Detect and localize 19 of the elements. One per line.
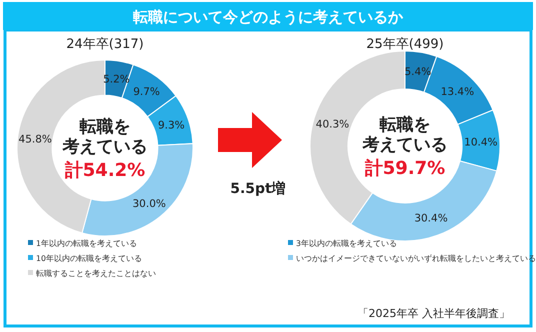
data-label: 30.0% — [132, 198, 166, 210]
data-label: 45.8% — [18, 134, 52, 146]
data-label: 40.3% — [316, 118, 350, 130]
chart-title: 転職について今どのように考えているか — [133, 8, 404, 26]
data-label: 13.4% — [440, 86, 474, 98]
text: 転職を — [378, 115, 430, 135]
text: 考えている — [362, 135, 448, 155]
text: 考えている — [62, 137, 148, 157]
text: 5.5pt増 — [230, 180, 286, 197]
data-label: 10.4% — [464, 136, 498, 148]
data-label: 9.3% — [158, 119, 185, 132]
chart-subtitle: 24年卒(317) — [66, 37, 144, 52]
text: 計54.2% — [64, 160, 146, 181]
data-label: 9.7% — [133, 86, 160, 98]
text: 転職を — [78, 117, 130, 137]
chart-subtitle: 25年卒(499) — [366, 37, 444, 52]
text: 「2025年卒 入社半年後調査」 — [358, 307, 510, 320]
text: 計59.7% — [364, 158, 446, 179]
data-label: 30.4% — [414, 212, 448, 224]
